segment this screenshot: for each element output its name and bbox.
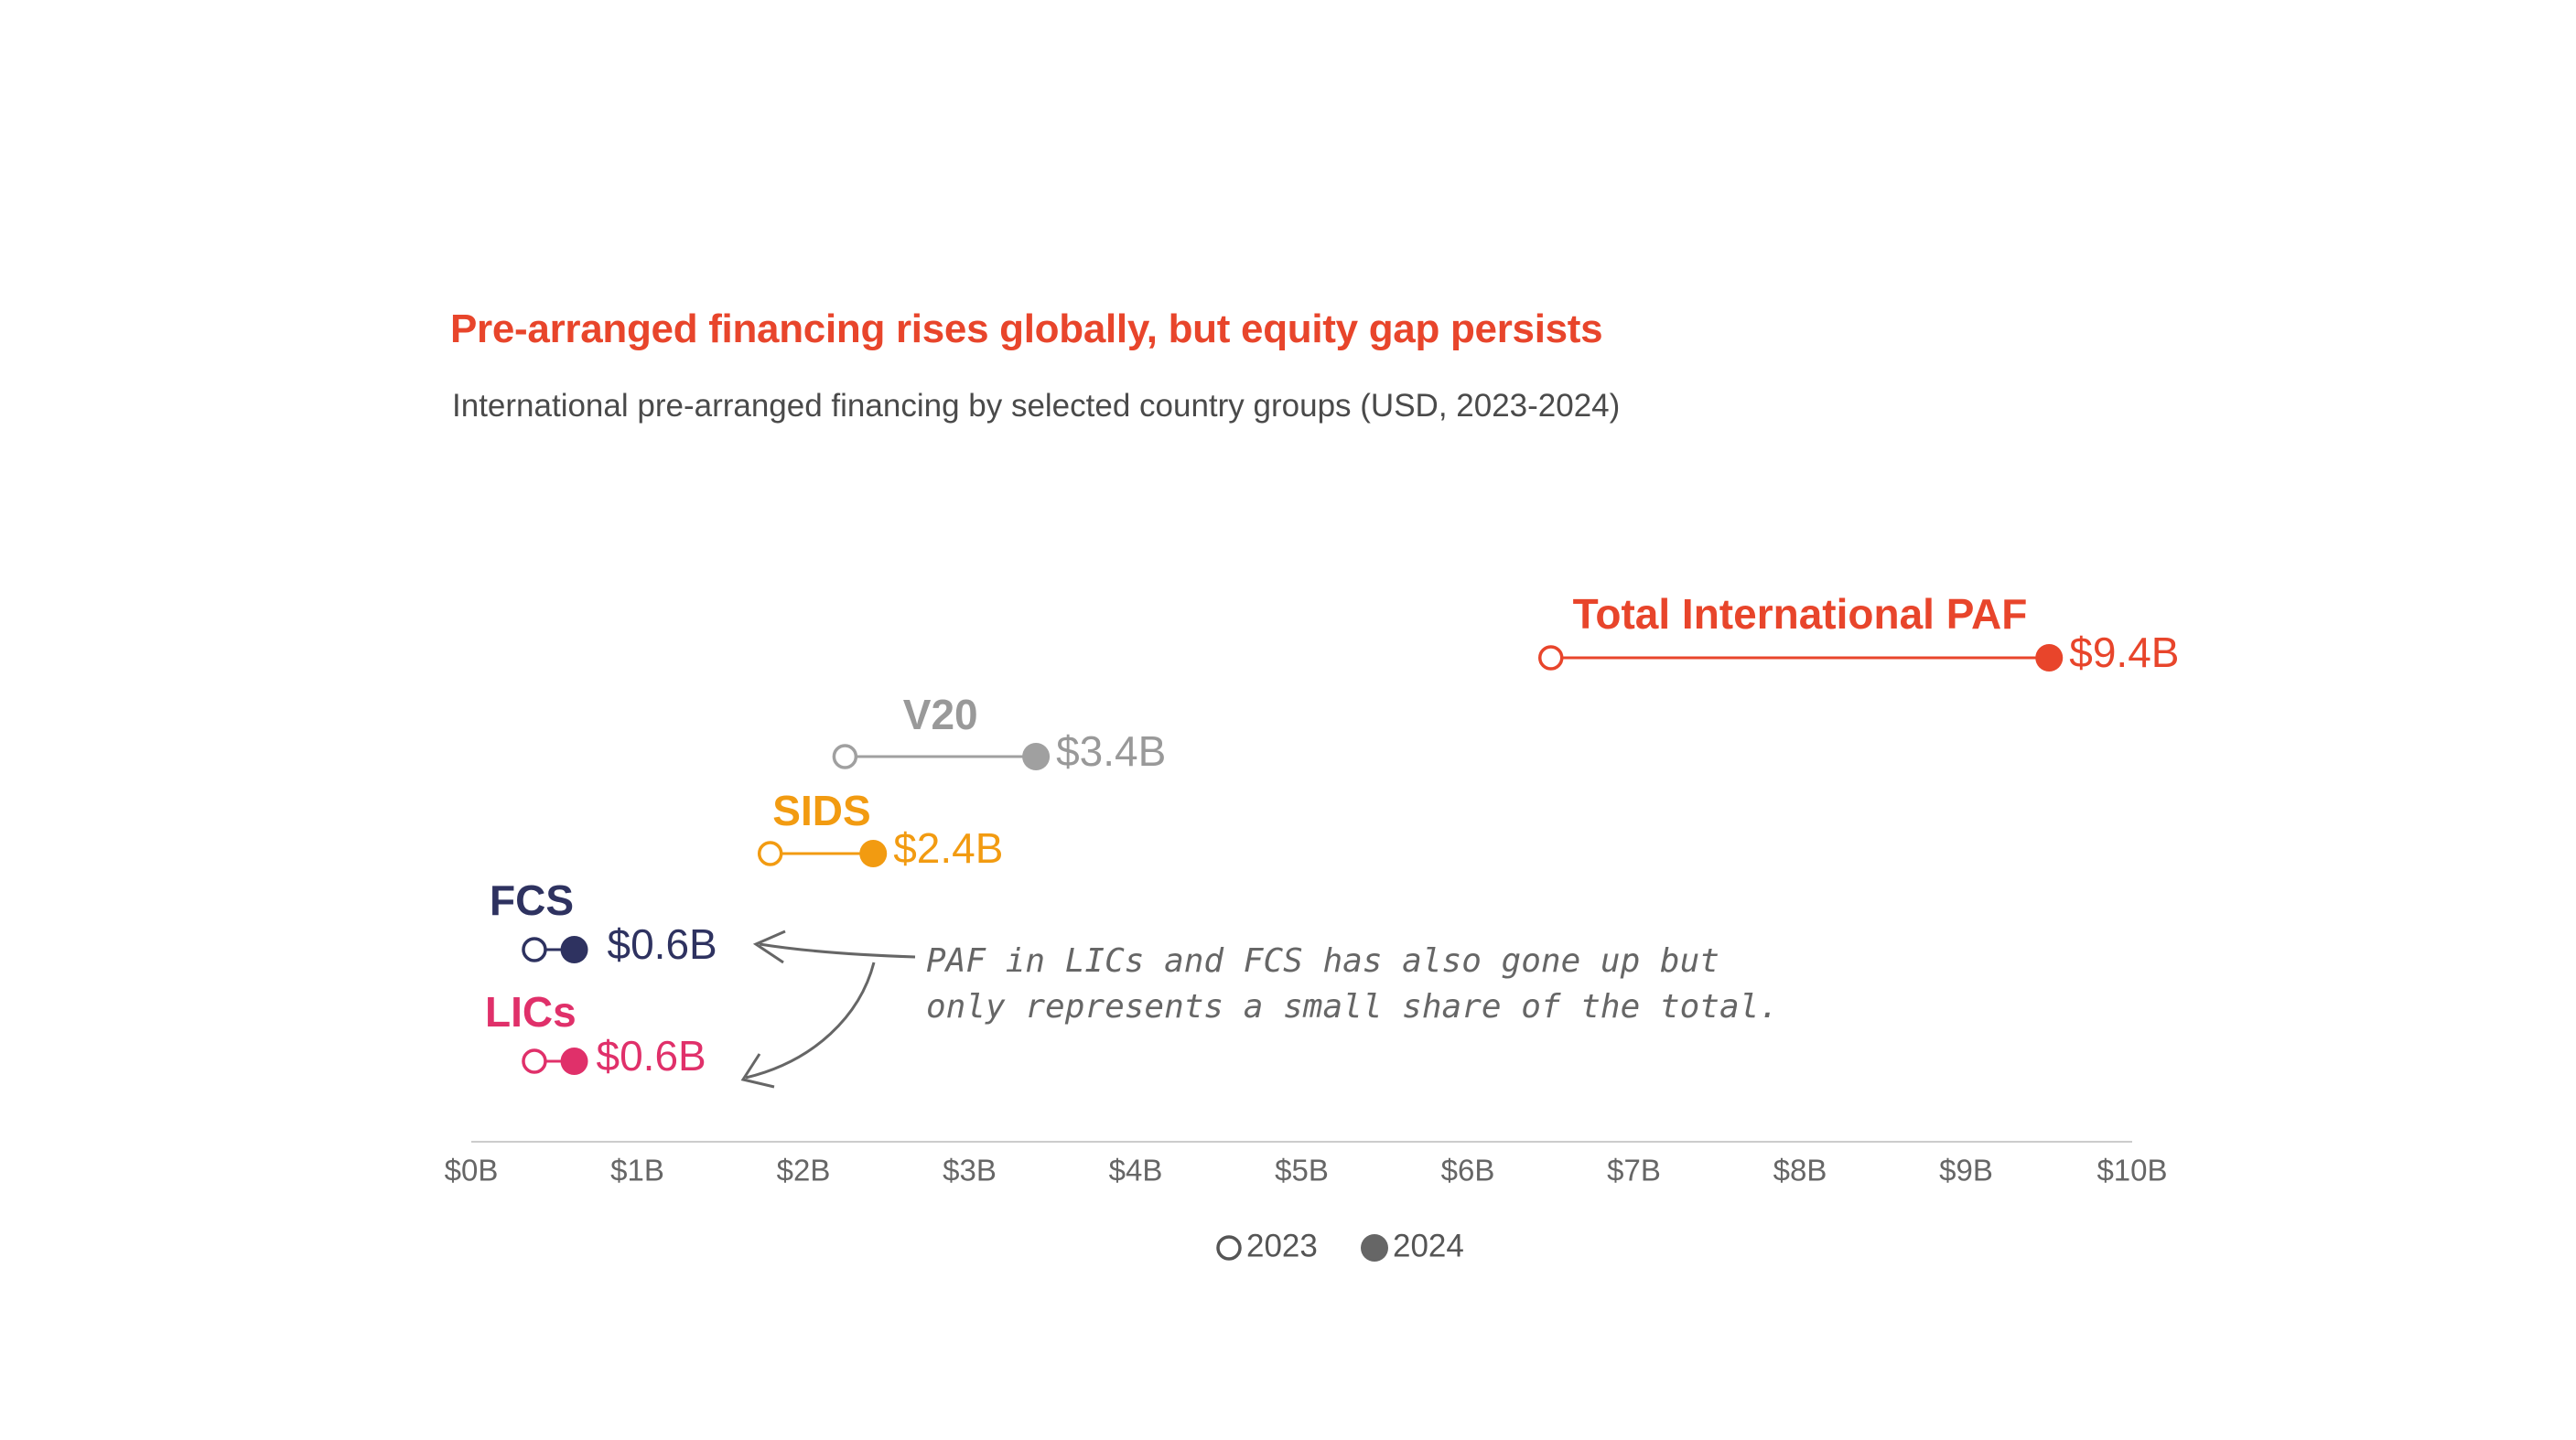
point-2023 bbox=[832, 744, 858, 769]
annotation-line-1: PAF in LICs and FCS has also gone up but bbox=[926, 942, 1719, 980]
x-tick-label: $2B bbox=[777, 1154, 831, 1187]
x-axis: $0B $1B $2B $3B $4B $5B $6B $7B $8B $9B $10B bbox=[445, 1141, 2168, 1187]
point-2023 bbox=[522, 1048, 547, 1074]
annotation-line-2: only represents a small share of the tot… bbox=[926, 988, 1779, 1026]
series-lics: $0.6B LICs bbox=[485, 988, 706, 1080]
value-label-2024: $2.4B bbox=[893, 824, 1003, 872]
series-sids: $2.4B SIDS bbox=[757, 787, 1003, 872]
legend-2024-label: 2024 bbox=[1393, 1228, 1464, 1263]
value-label-2024: $0.6B bbox=[608, 920, 717, 968]
x-tick-label: $3B bbox=[943, 1154, 997, 1187]
x-tick-label: $0B bbox=[445, 1154, 499, 1187]
point-2024 bbox=[859, 840, 888, 867]
chart-marks: $9.4B Total International PAF $3.4B V20 $2.4… bbox=[485, 590, 2179, 1080]
value-label-2024: $3.4B bbox=[1056, 727, 1166, 775]
group-label: V20 bbox=[903, 691, 978, 738]
x-tick-label: $5B bbox=[1275, 1154, 1329, 1187]
group-label: FCS bbox=[490, 876, 574, 924]
point-2023 bbox=[757, 841, 783, 866]
x-tick-label: $8B bbox=[1773, 1154, 1827, 1187]
x-tick-label: $4B bbox=[1109, 1154, 1163, 1187]
series-v20: $3.4B V20 bbox=[832, 691, 1166, 775]
point-2024 bbox=[2035, 644, 2064, 672]
legend-2024-marker bbox=[1361, 1234, 1388, 1262]
x-tick-label: $10B bbox=[2096, 1154, 2167, 1187]
x-tick-label: $7B bbox=[1607, 1154, 1661, 1187]
series-total-international-paf: $9.4B Total International PAF bbox=[1538, 590, 2179, 676]
legend: 2023 2024 bbox=[1216, 1228, 1464, 1263]
arrow-head-lics bbox=[740, 1053, 775, 1089]
annotation: PAF in LICs and FCS has also gone up but… bbox=[740, 930, 1779, 1089]
group-label: LICs bbox=[485, 988, 577, 1036]
value-label-2024: $0.6B bbox=[597, 1032, 706, 1080]
point-2023 bbox=[1538, 645, 1564, 671]
group-label: SIDS bbox=[772, 787, 870, 834]
arrow-head-fcs bbox=[752, 930, 786, 964]
point-2024 bbox=[560, 936, 588, 963]
point-2024 bbox=[560, 1048, 588, 1075]
arrow-to-fcs bbox=[759, 942, 916, 959]
chart-title: Pre-arranged financing rises globally, b… bbox=[450, 306, 1603, 351]
series-fcs: $0.6B FCS bbox=[490, 876, 717, 968]
x-tick-label: $6B bbox=[1441, 1154, 1495, 1187]
chart-subtitle: International pre-arranged financing by … bbox=[452, 388, 1621, 424]
point-2024 bbox=[1022, 743, 1051, 770]
legend-2023-label: 2023 bbox=[1246, 1228, 1318, 1263]
point-2023 bbox=[522, 937, 547, 962]
x-tick-label: $9B bbox=[1939, 1154, 1993, 1187]
value-label-2024: $9.4B bbox=[2069, 629, 2179, 676]
x-tick-label: $1B bbox=[610, 1154, 664, 1187]
legend-2023-marker bbox=[1216, 1235, 1242, 1261]
group-label: Total International PAF bbox=[1573, 590, 2028, 638]
arrow-to-lics bbox=[745, 962, 876, 1080]
